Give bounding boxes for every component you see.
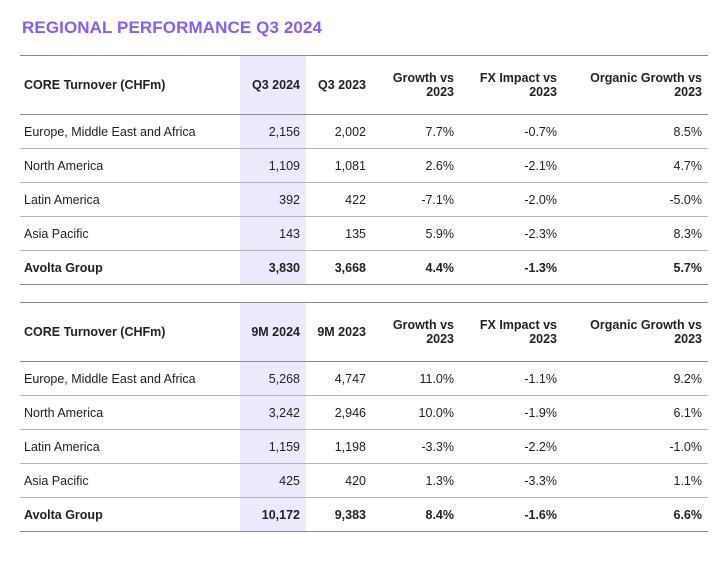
column-header-organic-line2: 2023 bbox=[674, 85, 702, 99]
table-row: North America 3,242 2,946 10.0% -1.9% 6.… bbox=[20, 395, 708, 430]
table-total-row: Avolta Group 10,172 9,383 8.4% -1.6% 6.6… bbox=[20, 497, 708, 532]
growth-value: 5.9% bbox=[374, 216, 458, 251]
region-name: Europe, Middle East and Africa bbox=[20, 361, 240, 396]
organic-growth-value: -1.0% bbox=[561, 429, 708, 464]
organic-growth-value: 6.6% bbox=[561, 497, 708, 532]
column-header-fx-line1: FX Impact vs bbox=[479, 71, 557, 85]
current-value: 392 bbox=[240, 182, 306, 217]
current-value: 2,156 bbox=[240, 114, 306, 149]
current-value: 425 bbox=[240, 463, 306, 498]
current-value: 3,830 bbox=[240, 250, 306, 285]
region-name: Asia Pacific bbox=[20, 463, 240, 498]
organic-growth-value: 5.7% bbox=[561, 250, 708, 285]
previous-value: 9,383 bbox=[306, 497, 374, 532]
fx-impact-value: -1.1% bbox=[458, 361, 561, 396]
column-header-growth-line2: 2023 bbox=[426, 332, 454, 346]
region-name: Latin America bbox=[20, 429, 240, 464]
organic-growth-value: 9.2% bbox=[561, 361, 708, 396]
growth-value: -3.3% bbox=[374, 429, 458, 464]
table-row: Europe, Middle East and Africa 5,268 4,7… bbox=[20, 361, 708, 396]
fx-impact-value: -1.9% bbox=[458, 395, 561, 430]
table-row: North America 1,109 1,081 2.6% -2.1% 4.7… bbox=[20, 148, 708, 183]
growth-value: 4.4% bbox=[374, 250, 458, 285]
region-name: North America bbox=[20, 395, 240, 430]
organic-growth-value: 8.3% bbox=[561, 216, 708, 251]
region-name: North America bbox=[20, 148, 240, 183]
current-value: 10,172 bbox=[240, 497, 306, 532]
table-row: Europe, Middle East and Africa 2,156 2,0… bbox=[20, 114, 708, 149]
region-name: Asia Pacific bbox=[20, 216, 240, 251]
q3-turnover-table: CORE Turnover (CHFm) Q3 2024 Q3 2023 Gro… bbox=[20, 55, 708, 285]
previous-value: 3,668 bbox=[306, 250, 374, 285]
column-header-organic-growth: Organic Growth vs 2023 bbox=[561, 55, 708, 115]
column-header-fx-impact: FX Impact vs 2023 bbox=[458, 55, 561, 115]
column-header-growth: Growth vs 2023 bbox=[374, 55, 458, 115]
current-value: 1,109 bbox=[240, 148, 306, 183]
page-title: REGIONAL PERFORMANCE Q3 2024 bbox=[22, 18, 323, 37]
current-value: 3,242 bbox=[240, 395, 306, 430]
organic-growth-value: 8.5% bbox=[561, 114, 708, 149]
column-header-previous: 9M 2023 bbox=[306, 302, 374, 362]
table-row: Latin America 1,159 1,198 -3.3% -2.2% -1… bbox=[20, 429, 708, 464]
column-header-label: CORE Turnover (CHFm) bbox=[20, 302, 240, 362]
region-name: Avolta Group bbox=[20, 250, 240, 285]
organic-growth-value: 1.1% bbox=[561, 463, 708, 498]
column-header-growth-line1: Growth vs bbox=[392, 318, 454, 332]
growth-value: 1.3% bbox=[374, 463, 458, 498]
region-name: Avolta Group bbox=[20, 497, 240, 532]
table-row: Asia Pacific 143 135 5.9% -2.3% 8.3% bbox=[20, 216, 708, 251]
fx-impact-value: -1.6% bbox=[458, 497, 561, 532]
current-value: 5,268 bbox=[240, 361, 306, 396]
column-header-current: Q3 2024 bbox=[240, 55, 306, 115]
column-header-fx-line2: 2023 bbox=[529, 332, 557, 346]
growth-value: 10.0% bbox=[374, 395, 458, 430]
previous-value: 4,747 bbox=[306, 361, 374, 396]
column-header-previous: Q3 2023 bbox=[306, 55, 374, 115]
organic-growth-value: 4.7% bbox=[561, 148, 708, 183]
table-row: Asia Pacific 425 420 1.3% -3.3% 1.1% bbox=[20, 463, 708, 498]
region-name: Latin America bbox=[20, 182, 240, 217]
nine-month-turnover-table: CORE Turnover (CHFm) 9M 2024 9M 2023 Gro… bbox=[20, 302, 708, 532]
column-header-organic-line1: Organic Growth vs bbox=[590, 71, 702, 85]
fx-impact-value: -2.2% bbox=[458, 429, 561, 464]
fx-impact-value: -2.1% bbox=[458, 148, 561, 183]
previous-value: 420 bbox=[306, 463, 374, 498]
growth-value: -7.1% bbox=[374, 182, 458, 217]
growth-value: 2.6% bbox=[374, 148, 458, 183]
fx-impact-value: -3.3% bbox=[458, 463, 561, 498]
region-name: Europe, Middle East and Africa bbox=[20, 114, 240, 149]
fx-impact-value: -1.3% bbox=[458, 250, 561, 285]
column-header-growth: Growth vs 2023 bbox=[374, 302, 458, 362]
current-value: 143 bbox=[240, 216, 306, 251]
growth-value: 8.4% bbox=[374, 497, 458, 532]
table-header-row: CORE Turnover (CHFm) 9M 2024 9M 2023 Gro… bbox=[20, 302, 708, 362]
column-header-organic-line2: 2023 bbox=[674, 332, 702, 346]
organic-growth-value: 6.1% bbox=[561, 395, 708, 430]
previous-value: 1,081 bbox=[306, 148, 374, 183]
fx-impact-value: -0.7% bbox=[458, 114, 561, 149]
previous-value: 2,002 bbox=[306, 114, 374, 149]
previous-value: 135 bbox=[306, 216, 374, 251]
previous-value: 422 bbox=[306, 182, 374, 217]
column-header-fx-impact: FX Impact vs 2023 bbox=[458, 302, 561, 362]
fx-impact-value: -2.3% bbox=[458, 216, 561, 251]
column-header-growth-line2: 2023 bbox=[426, 85, 454, 99]
fx-impact-value: -2.0% bbox=[458, 182, 561, 217]
column-header-label: CORE Turnover (CHFm) bbox=[20, 55, 240, 115]
previous-value: 2,946 bbox=[306, 395, 374, 430]
table-header-row: CORE Turnover (CHFm) Q3 2024 Q3 2023 Gro… bbox=[20, 55, 708, 115]
column-header-current: 9M 2024 bbox=[240, 302, 306, 362]
column-header-organic-line1: Organic Growth vs bbox=[590, 318, 702, 332]
table-row: Latin America 392 422 -7.1% -2.0% -5.0% bbox=[20, 182, 708, 217]
current-value: 1,159 bbox=[240, 429, 306, 464]
previous-value: 1,198 bbox=[306, 429, 374, 464]
growth-value: 11.0% bbox=[374, 361, 458, 396]
column-header-organic-growth: Organic Growth vs 2023 bbox=[561, 302, 708, 362]
table-total-row: Avolta Group 3,830 3,668 4.4% -1.3% 5.7% bbox=[20, 250, 708, 285]
column-header-fx-line1: FX Impact vs bbox=[479, 318, 557, 332]
column-header-growth-line1: Growth vs bbox=[392, 71, 454, 85]
organic-growth-value: -5.0% bbox=[561, 182, 708, 217]
growth-value: 7.7% bbox=[374, 114, 458, 149]
column-header-fx-line2: 2023 bbox=[529, 85, 557, 99]
